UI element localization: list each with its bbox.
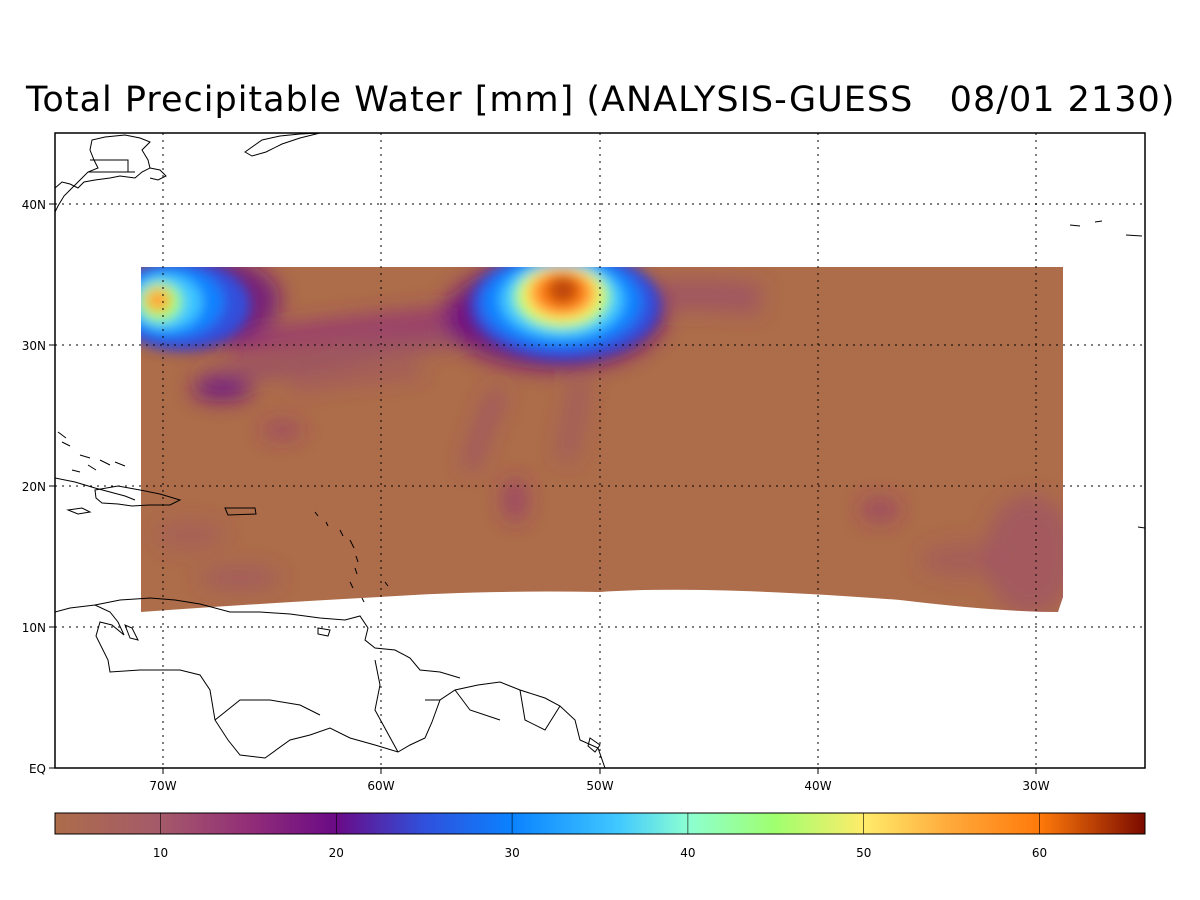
lon-labels: 70W 60W 50W 40W 30W (149, 779, 1049, 793)
map-title: Total Precipitable Water [mm] (ANALYSIS-… (26, 80, 1176, 120)
lon-label-30w: 30W (1022, 779, 1049, 793)
coastline-nova-scotia (149, 167, 167, 181)
coastlines (55, 133, 1145, 768)
colorbar-label-30: 30 (504, 846, 519, 860)
moisture-maximum-central (470, 267, 660, 360)
lon-label-70w: 70W (149, 779, 176, 793)
colorbar-label-20: 20 (329, 846, 344, 860)
lon-label-40w: 40W (804, 779, 831, 793)
colorbar-ticks: 10 20 30 40 50 60 (153, 813, 1047, 860)
coastline-marajo (587, 737, 601, 753)
colorbar-label-40: 40 (680, 846, 695, 860)
state-boundary-lines (88, 159, 135, 173)
coastline-azores (1069, 220, 1143, 237)
lat-label-10n: 10N (22, 621, 46, 635)
coastline-lesser-antilles (314, 511, 389, 603)
coastline-north-america (55, 134, 151, 213)
lat-label-20n: 20N (22, 480, 46, 494)
lat-label-30n: 30N (22, 339, 46, 353)
precipitable-water-field (141, 267, 1063, 612)
lat-label-40n: 40N (22, 198, 46, 212)
coastline-puerto-rico (224, 507, 257, 516)
colorbar: 10 20 30 40 50 60 (54, 812, 1146, 860)
coastline-jamaica (66, 507, 92, 515)
colorbar-gradient (54, 812, 1146, 835)
coastline-trinidad (317, 627, 331, 637)
gridlines (55, 133, 1145, 768)
colorbar-label-10: 10 (153, 846, 168, 860)
coastline-hispaniola (94, 485, 182, 507)
coastline-cuba (55, 477, 136, 501)
axis-ticks (49, 203, 1037, 774)
lon-label-50w: 50W (586, 779, 613, 793)
lon-label-60w: 60W (367, 779, 394, 793)
coastline-lake-maracaibo (124, 624, 139, 641)
lat-label-eq: EQ (29, 762, 46, 776)
coastline-newfoundland (244, 133, 321, 157)
colorbar-label-50: 50 (856, 846, 871, 860)
lat-labels: EQ 10N 20N 30N 40N (22, 198, 46, 776)
coastline-venezuela-north (94, 597, 461, 679)
coastline-bahamas (57, 431, 126, 473)
moisture-maximum-west (141, 267, 250, 350)
coastline-cape-verde (1137, 526, 1145, 529)
colorbar-label-60: 60 (1032, 846, 1047, 860)
country-borders (214, 659, 561, 753)
coastline-south-america (55, 604, 606, 768)
